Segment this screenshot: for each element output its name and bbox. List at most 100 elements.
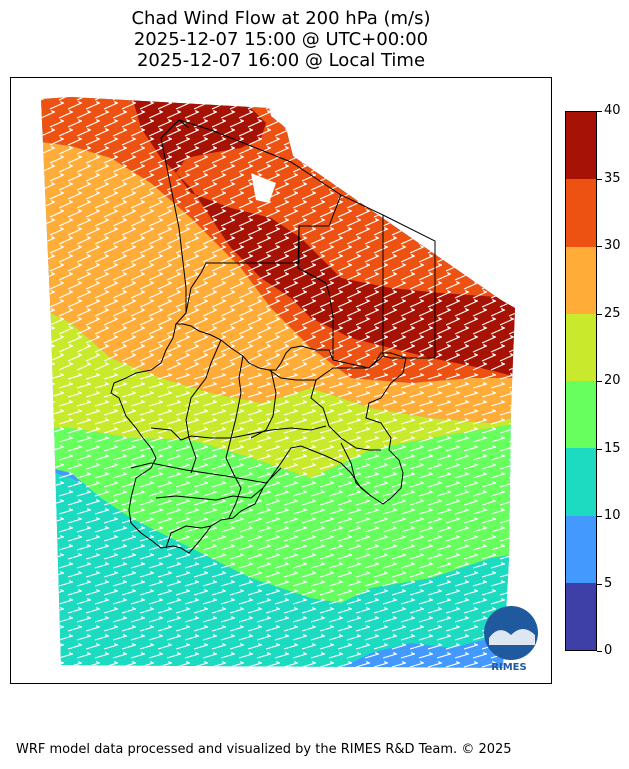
wind-arrow-head: [78, 516, 82, 520]
wind-arrow-head: [159, 235, 163, 239]
wind-arrow-head: [366, 244, 370, 248]
wind-arrow-head: [222, 462, 226, 466]
wind-arrow-head: [330, 262, 334, 266]
wind-arrow-head: [492, 570, 496, 574]
wind-arrow: [490, 345, 506, 353]
wind-arrow: [112, 291, 128, 299]
wind-arrow: [436, 97, 452, 101]
wind-arrow-head: [141, 597, 145, 601]
wind-arrow-head: [393, 579, 397, 583]
wind-arrow-head: [339, 597, 343, 601]
wind-arrow-head: [285, 289, 289, 293]
wind-arrow-head: [411, 489, 415, 493]
wind-arrow-head: [78, 154, 82, 158]
wind-arrow-head: [159, 199, 163, 203]
wind-arrow-head: [303, 417, 307, 421]
wind-arrow: [94, 255, 110, 263]
wind-arrow-head: [276, 606, 280, 610]
wind-arrow: [202, 129, 218, 137]
wind-arrow: [499, 336, 515, 344]
wind-arrow: [85, 210, 101, 218]
wind-arrow-head: [411, 361, 415, 365]
wind-arrow-head: [303, 615, 307, 619]
wind-arrow-head: [168, 660, 172, 664]
country-boundaries: [110, 119, 436, 554]
wind-arrow-head: [348, 534, 352, 538]
wind-arrow-head: [285, 489, 289, 493]
wind-arrow: [490, 309, 506, 317]
wind-arrow-head: [267, 435, 271, 439]
wind-arrow-head: [384, 444, 388, 448]
wind-arrow-head: [150, 172, 154, 176]
title-line-3: 2025-12-07 16:00 @ Local Time: [136, 50, 426, 71]
wind-arrow-head: [492, 462, 496, 466]
wind-arrow: [76, 201, 92, 209]
wind-arrow-head: [258, 516, 262, 520]
wind-arrow-head: [195, 181, 199, 185]
wind-arrow-head: [51, 343, 55, 347]
wind-arrow-head: [132, 642, 136, 646]
wind-arrow: [409, 192, 425, 200]
wind-arrow: [346, 237, 362, 245]
wind-arrow-head: [483, 289, 487, 293]
wind-arrow: [310, 147, 326, 155]
wind-arrow-head: [105, 525, 109, 529]
wind-arrow: [67, 246, 83, 254]
wind-arrow-head: [366, 298, 370, 302]
wind-arrow-head: [528, 481, 532, 484]
wind-arrow: [67, 174, 83, 182]
wind-arrow-head: [204, 118, 208, 122]
wind-arrow-head: [177, 271, 181, 275]
wind-arrow-head: [60, 226, 64, 230]
wind-arrow: [220, 237, 236, 245]
wind-arrow-head: [393, 92, 397, 95]
wind-arrow: [481, 138, 497, 146]
wind-arrow: [157, 210, 173, 218]
wind-arrow-head: [375, 615, 379, 619]
wind-arrow-head: [141, 579, 145, 583]
wind-arrow-head: [240, 642, 244, 646]
wind-arrow-head: [78, 208, 82, 212]
wind-arrow-head: [141, 543, 145, 547]
wind-arrow-head: [78, 624, 82, 628]
wind-arrow-head: [258, 390, 262, 394]
wind-arrow: [301, 354, 317, 362]
wind-arrow-head: [123, 453, 127, 457]
wind-arrow-head: [213, 651, 217, 655]
wind-arrow-head: [519, 562, 523, 565]
wind-arrow-head: [258, 136, 262, 140]
wind-arrow: [518, 555, 532, 559]
wind-arrow: [472, 255, 488, 263]
wind-arrow-head: [123, 271, 127, 275]
wind-arrow-head: [411, 109, 415, 113]
wind-arrow-head: [294, 118, 298, 122]
wind-arrow: [67, 138, 83, 146]
wind-arrow: [364, 273, 380, 281]
wind-arrow-head: [186, 226, 190, 230]
wind-arrow-head: [519, 508, 523, 511]
wind-arrow-head: [294, 408, 298, 412]
wind-arrow-head: [465, 525, 469, 529]
wind-arrow-head: [87, 343, 91, 347]
wind-arrow-head: [501, 343, 505, 347]
wind-arrow-head: [168, 588, 172, 592]
wind-arrow-head: [150, 480, 154, 484]
wind-arrow: [337, 156, 353, 164]
wind-arrow-head: [249, 271, 253, 275]
wind-arrow-head: [483, 381, 487, 385]
wind-arrow-head: [195, 109, 199, 113]
wind-arrow: [310, 111, 326, 119]
wind-arrow-head: [249, 453, 253, 457]
colorbar-tick: [597, 448, 602, 450]
wind-arrow-head: [159, 163, 163, 167]
wind-arrow-head: [339, 343, 343, 347]
wind-arrow-head: [69, 399, 73, 403]
wind-arrow-head: [294, 534, 298, 538]
wind-arrow-head: [303, 651, 307, 655]
wind-arrow-head: [249, 235, 253, 239]
wind-arrow: [247, 156, 263, 164]
wind-arrow: [220, 363, 236, 371]
wind-arrow: [436, 237, 452, 245]
wind-arrow: [148, 237, 164, 245]
wind-arrow: [337, 138, 353, 146]
